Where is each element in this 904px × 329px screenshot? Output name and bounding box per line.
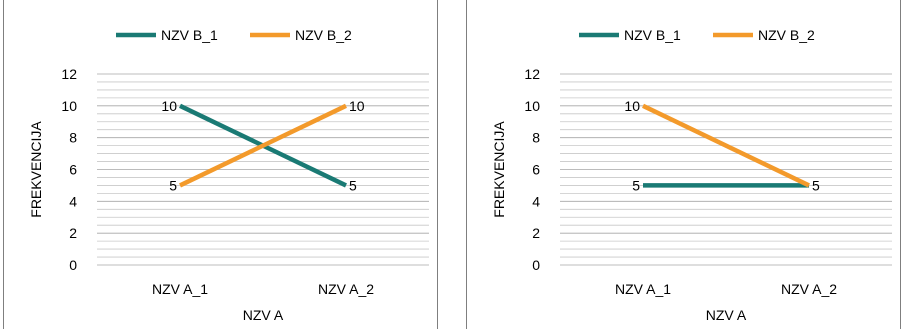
data-label: 10 <box>624 98 640 114</box>
chart-panel-left: 0 2 4 6 8 10 12 NZV A_1 NZV A_2 NZV A FREKVENCIJA N… <box>3 0 438 329</box>
grid-lines <box>97 73 429 266</box>
data-label: 5 <box>169 177 177 193</box>
y-tick-label: 0 <box>69 257 77 273</box>
y-tick-label: 4 <box>69 193 77 209</box>
data-label: 10 <box>349 98 365 114</box>
data-label: 10 <box>161 98 177 114</box>
y-axis-title: FREKVENCIJA <box>28 121 44 218</box>
legend-label: NZV B_1 <box>161 27 218 43</box>
grid-lines <box>560 73 892 266</box>
x-axis-title: NZV A <box>706 307 747 323</box>
legend-label: NZV B_1 <box>624 27 681 43</box>
legend-label: NZV B_2 <box>295 27 352 43</box>
x-tick-label: NZV A_2 <box>318 281 374 297</box>
line-chart-left: 0 2 4 6 8 10 12 NZV A_1 NZV A_2 NZV A FREKVENCIJA N… <box>28 27 429 323</box>
y-tick-label: 4 <box>532 193 540 209</box>
x-tick-label: NZV A_2 <box>781 281 837 297</box>
y-axis-title: FREKVENCIJA <box>491 121 507 218</box>
x-tick-label: NZV A_1 <box>615 281 671 297</box>
y-tick-label: 8 <box>69 130 77 146</box>
y-tick-label: 2 <box>69 225 77 241</box>
y-tick-label: 12 <box>61 66 77 82</box>
y-tick-label: 0 <box>532 257 540 273</box>
x-axis-title: NZV A <box>243 307 284 323</box>
y-tick-label: 10 <box>61 98 77 114</box>
y-tick-label: 10 <box>524 98 540 114</box>
line-chart-right: 0 2 4 6 8 10 12 NZV A_1 NZV A_2 NZV A FREKVENCIJA N… <box>491 27 892 323</box>
series-line-2 <box>642 103 810 188</box>
series-line-2 <box>179 103 347 188</box>
y-tick-label: 6 <box>532 162 540 178</box>
y-tick-label: 6 <box>69 162 77 178</box>
y-tick-label: 12 <box>524 66 540 82</box>
y-tick-label: 2 <box>532 225 540 241</box>
data-label: 5 <box>349 177 357 193</box>
data-label: 5 <box>812 177 820 193</box>
y-tick-label: 8 <box>532 130 540 146</box>
data-label: 5 <box>632 177 640 193</box>
legend-label: NZV B_2 <box>758 27 815 43</box>
x-tick-label: NZV A_1 <box>152 281 208 297</box>
chart-panel-right: 0 2 4 6 8 10 12 NZV A_1 NZV A_2 NZV A FREKVENCIJA N… <box>466 0 901 329</box>
